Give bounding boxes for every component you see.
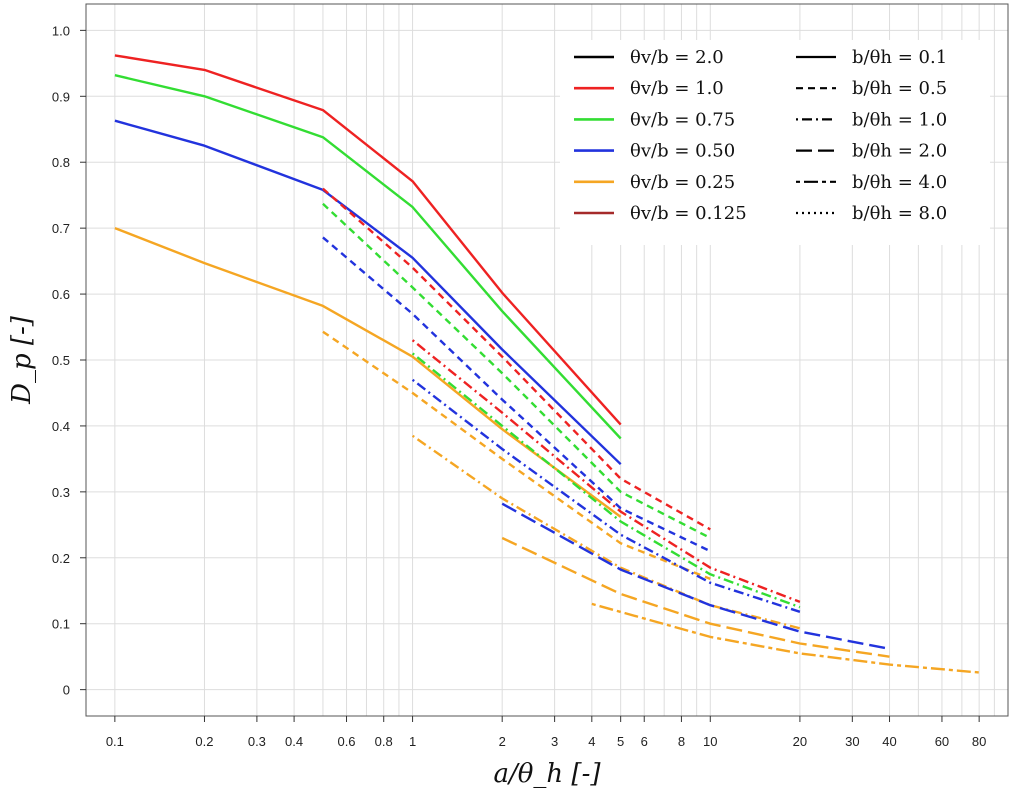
legend-color-label: θv/b = 1.0 bbox=[630, 78, 724, 99]
x-tick-label: 60 bbox=[935, 734, 949, 749]
y-tick-label: 0.4 bbox=[52, 419, 70, 434]
legend-style-label: b/θh = 4.0 bbox=[852, 172, 947, 193]
legend-color-label: θv/b = 0.25 bbox=[630, 172, 735, 193]
legend: θv/b = 2.0 θv/b = 1.0 θv/b = 0.75 θv/b = 0.… bbox=[560, 40, 990, 245]
x-tick-label: 8 bbox=[678, 734, 685, 749]
series-line bbox=[591, 602, 980, 674]
x-tick-label: 10 bbox=[703, 734, 717, 749]
y-tick-label: 0.9 bbox=[52, 89, 70, 104]
x-tick-label: 0.8 bbox=[375, 734, 393, 749]
y-tick-label: 1.0 bbox=[52, 23, 70, 38]
x-axis: 0.1 0.2 0.3 0.4 0.6 0.8 1 2 3 4 5 6 8 10 20 30 40 60 80 bbox=[106, 716, 986, 749]
x-axis-label: a/θ_h [-] bbox=[494, 759, 602, 789]
y-tick-label: 0.2 bbox=[52, 551, 70, 566]
x-tick-label: 0.3 bbox=[248, 734, 266, 749]
series-line bbox=[411, 352, 801, 609]
x-tick-label: 0.1 bbox=[106, 734, 124, 749]
y-axis-label: D_p [-] bbox=[7, 315, 37, 405]
legend-style-label: b/θh = 8.0 bbox=[852, 203, 947, 224]
x-tick-label: 0.2 bbox=[195, 734, 213, 749]
x-tick-label: 3 bbox=[551, 734, 558, 749]
legend-color-label: θv/b = 0.75 bbox=[630, 109, 735, 130]
x-tick-label: 1 bbox=[409, 734, 416, 749]
series-line bbox=[114, 54, 622, 426]
x-tick-label: 6 bbox=[641, 734, 648, 749]
x-tick-label: 2 bbox=[499, 734, 506, 749]
legend-style-label: b/θh = 0.5 bbox=[852, 78, 947, 99]
x-tick-label: 80 bbox=[972, 734, 986, 749]
series-line bbox=[322, 187, 711, 531]
y-axis: 0 0.1 0.2 0.3 0.4 0.5 0.6 0.7 0.8 0.9 1.0 bbox=[52, 23, 86, 698]
series-line bbox=[322, 330, 711, 581]
series-line bbox=[411, 434, 801, 630]
legend-style-label: b/θh = 1.0 bbox=[852, 109, 947, 130]
y-tick-label: 0.7 bbox=[52, 221, 70, 236]
legend-color-label: θv/b = 2.0 bbox=[630, 47, 724, 68]
y-tick-label: 0.8 bbox=[52, 155, 70, 170]
series-line bbox=[114, 74, 622, 440]
x-tick-label: 0.6 bbox=[337, 734, 355, 749]
y-tick-label: 0.1 bbox=[52, 617, 70, 632]
x-tick-label: 5 bbox=[617, 734, 624, 749]
y-tick-label: 0.5 bbox=[52, 353, 70, 368]
series-lines bbox=[114, 54, 980, 674]
series-line bbox=[114, 226, 622, 518]
x-tick-label: 30 bbox=[845, 734, 859, 749]
series-line bbox=[322, 202, 711, 540]
x-tick-label: 40 bbox=[882, 734, 896, 749]
y-tick-label: 0.6 bbox=[52, 287, 70, 302]
series-line bbox=[322, 236, 711, 553]
x-tick-label: 0.4 bbox=[285, 734, 303, 749]
legend-style-label: b/θh = 2.0 bbox=[852, 141, 947, 162]
legend-background bbox=[560, 40, 990, 245]
series-line bbox=[411, 378, 801, 613]
y-tick-label: 0 bbox=[63, 683, 70, 698]
legend-style-label: b/θh = 0.1 bbox=[852, 47, 947, 68]
x-tick-label: 20 bbox=[793, 734, 807, 749]
series-line bbox=[501, 536, 890, 658]
series-line bbox=[411, 339, 801, 604]
y-tick-label: 0.3 bbox=[52, 485, 70, 500]
legend-color-label: θv/b = 0.125 bbox=[630, 203, 747, 224]
x-tick-label: 4 bbox=[588, 734, 595, 749]
series-line bbox=[501, 502, 890, 650]
series-line bbox=[114, 119, 622, 466]
legend-color-label: θv/b = 0.50 bbox=[630, 141, 735, 162]
grid bbox=[86, 4, 1008, 716]
